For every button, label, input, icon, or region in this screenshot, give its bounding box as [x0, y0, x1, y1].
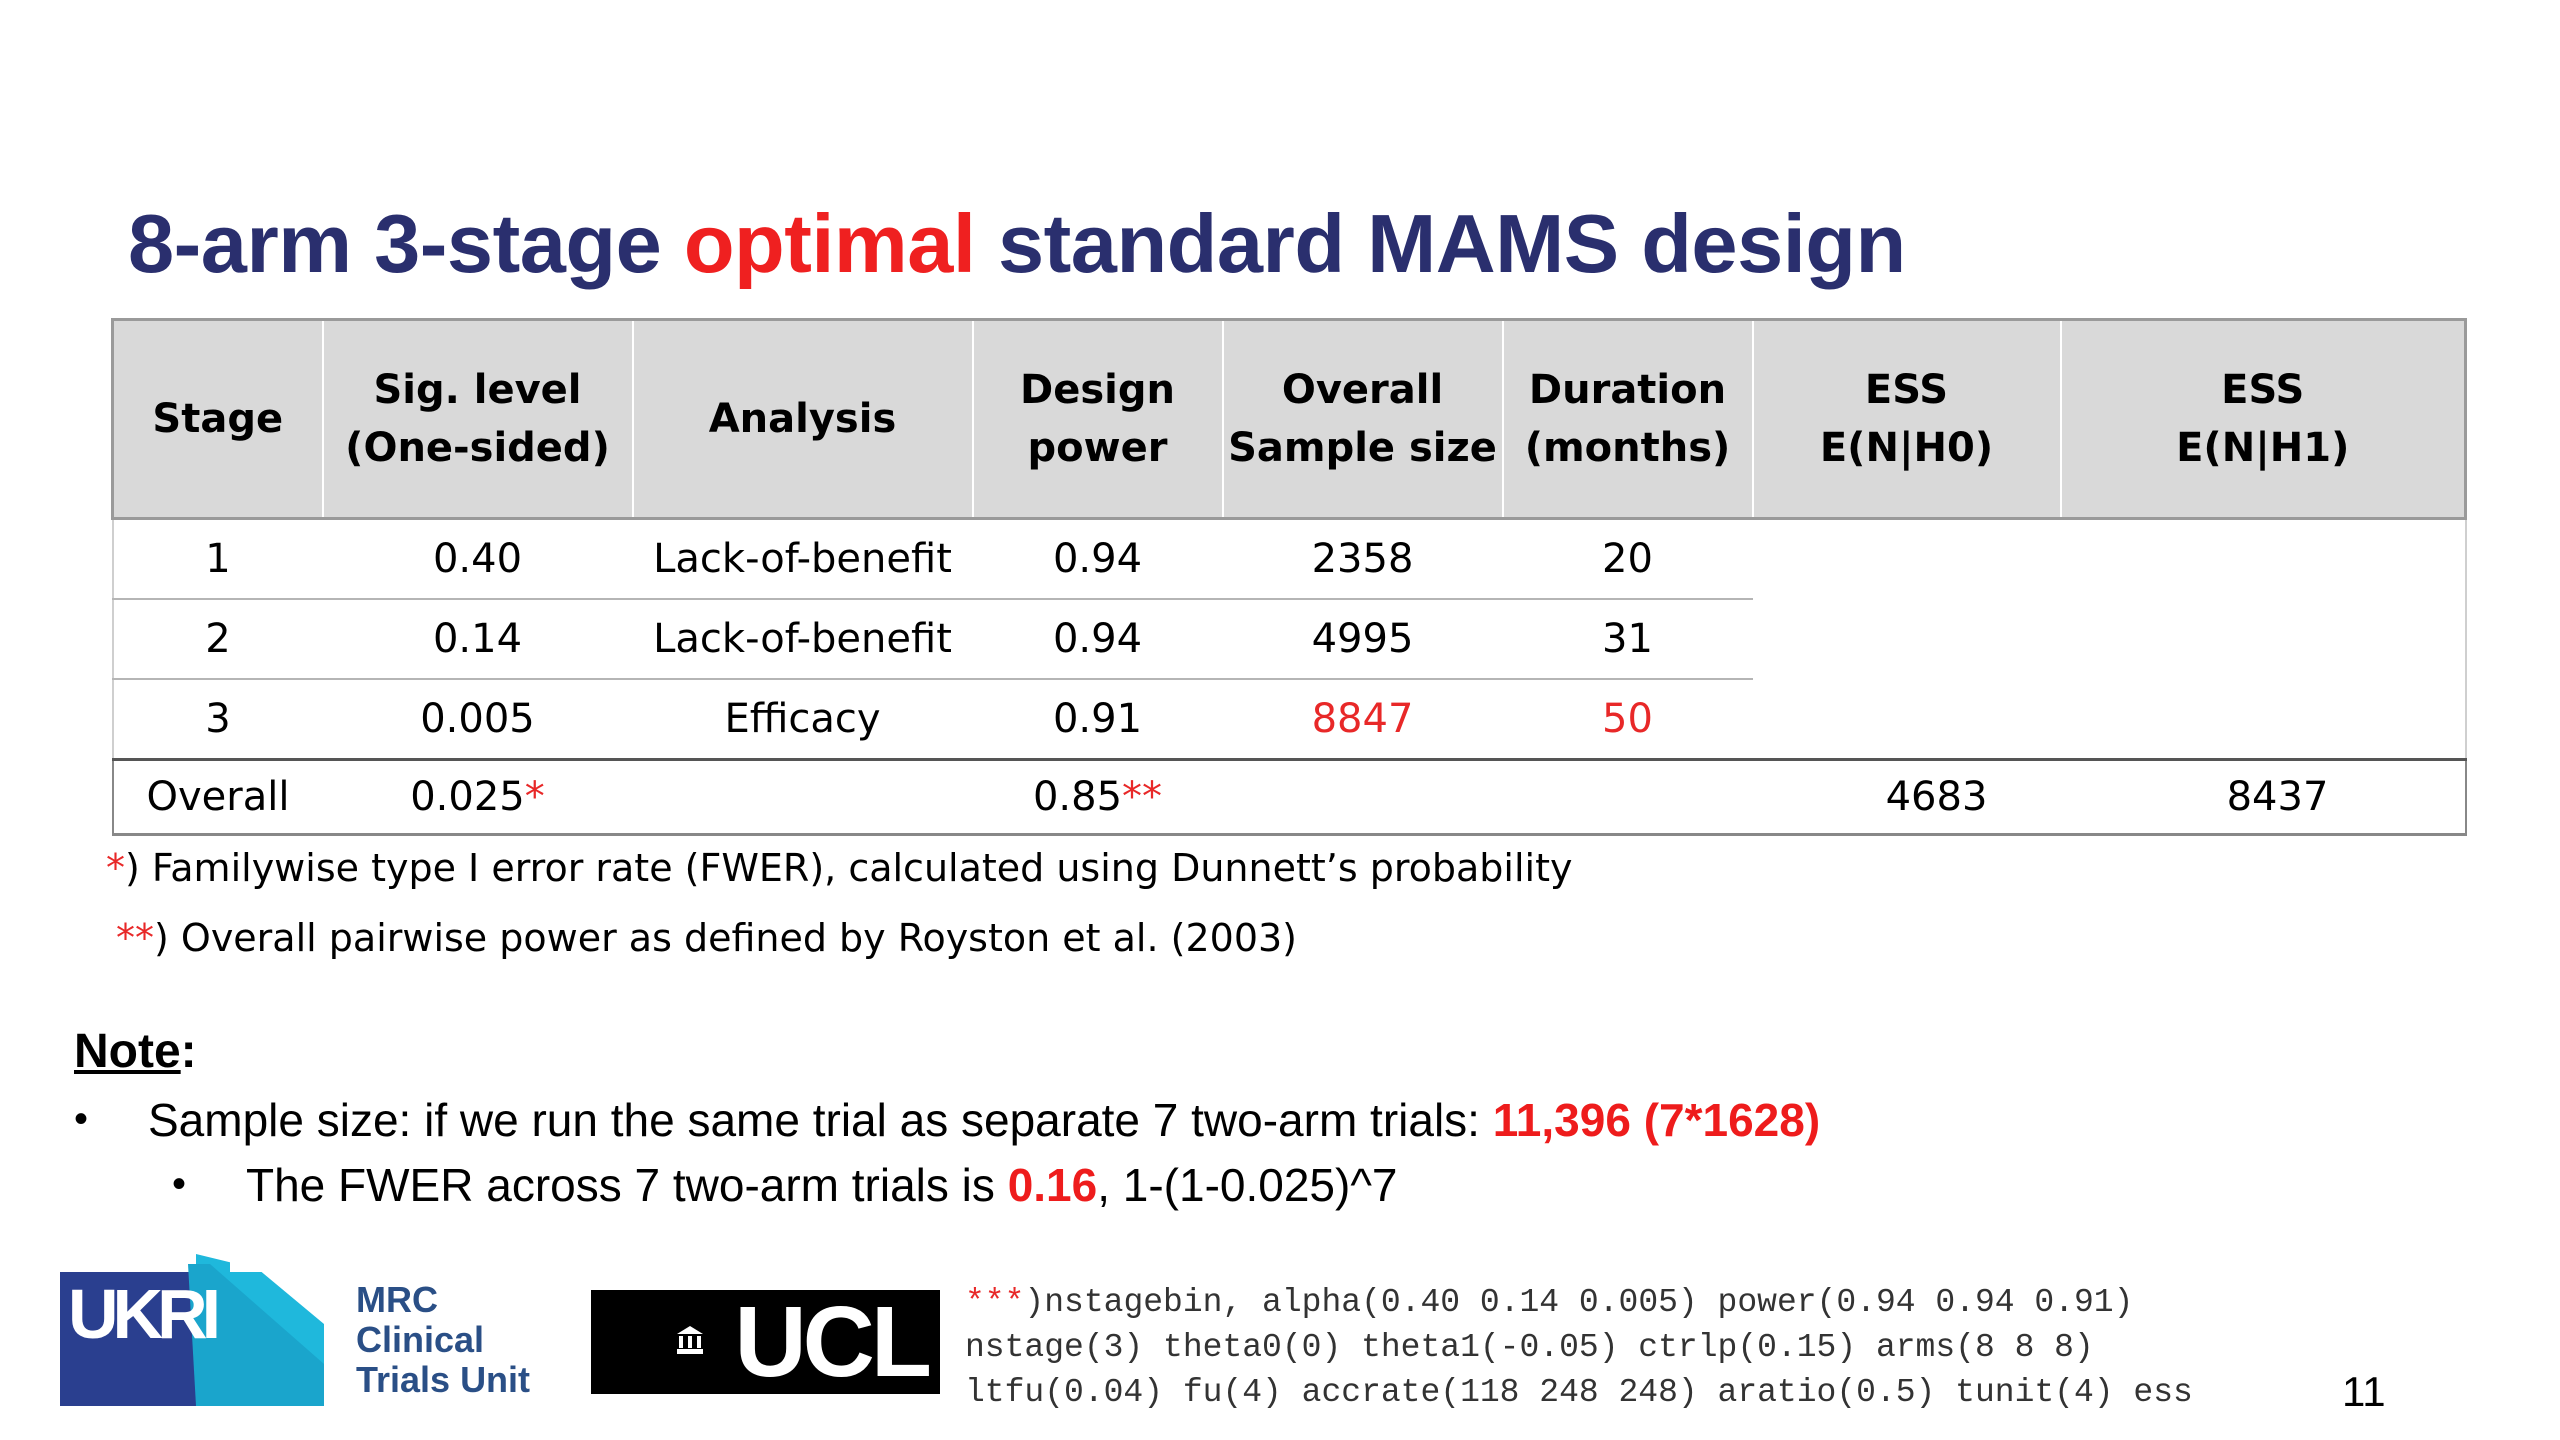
cell-stage: 1 — [111, 518, 323, 600]
note-heading: Note: — [74, 1025, 197, 1078]
ukri-logo: UKRI — [60, 1254, 324, 1406]
note-bullet-2: • The FWER across 7 two-arm trials is 0.… — [172, 1159, 1398, 1211]
cell-analysis: Lack-of-benefit — [632, 599, 973, 680]
header-sample-size: Overall Sample size — [1221, 318, 1503, 520]
slide-title: 8-arm 3-stage optimal standard MAMS desi… — [128, 196, 1906, 292]
cell-sig: 0.14 — [322, 599, 633, 680]
cell-overall-empty — [1502, 758, 1753, 836]
cell-overall-ess-h1: 8437 — [2060, 758, 2467, 836]
header-duration: Duration (months) — [1501, 318, 1753, 520]
cell-overall-power: 0.85** — [972, 758, 1223, 836]
table-row: 3 0.005 Efficacy 0.91 8847 50 — [111, 679, 2466, 760]
header-ess-h0: ESS E(N|H0) — [1751, 318, 2061, 520]
cell-overall-label: Overall — [111, 758, 323, 836]
cell-overall-ess-h0: 4683 — [1752, 758, 2061, 836]
ucl-portico-icon — [677, 1326, 703, 1354]
page-number: 11 — [2342, 1368, 2386, 1415]
table-row: 1 0.40 Lack-of-benefit 0.94 2358 20 — [111, 518, 2467, 760]
cell-sample: 8847 — [1311, 696, 1414, 742]
title-part2: standard MAMS design — [975, 197, 1906, 290]
header-stage: Stage — [111, 318, 323, 520]
stata-command: ***)nstagebin, alpha(0.40 0.14 0.005) po… — [965, 1284, 2193, 1411]
title-highlight: optimal — [683, 197, 976, 290]
table-row: 2 0.14 Lack-of-benefit 0.94 4995 31 — [111, 599, 2466, 680]
note-bullet-1: • Sample size: if we run the same trial … — [74, 1094, 1821, 1146]
cell-overall-empty — [632, 758, 973, 836]
cell-analysis: Efficacy — [724, 696, 881, 742]
cell-analysis: Lack-of-benefit — [632, 518, 973, 600]
svg-text:UKRI: UKRI — [68, 1275, 217, 1353]
cell-power: 0.94 — [972, 518, 1223, 600]
cell-sig: 0.40 — [322, 518, 633, 600]
title-part1: 8-arm 3-stage — [128, 197, 684, 290]
cell-sig: 0.005 — [420, 696, 535, 742]
cell-duration: 50 — [1602, 696, 1653, 742]
table-row-overall: Overall 0.025* 0.85** 4683 8437 — [111, 758, 2467, 836]
footnote-power: **) Overall pairwise power as defined by… — [116, 916, 1298, 960]
table-header-row: Stage Sig. level (One-sided) Analysis Des… — [111, 318, 2467, 520]
bullet-dot: • — [74, 1097, 89, 1141]
ucl-logo: UCL — [591, 1290, 940, 1394]
cell-sample: 4995 — [1222, 599, 1503, 680]
bullet-dot: • — [172, 1162, 187, 1206]
design-table: Stage Sig. level (One-sided) Analysis Des… — [111, 318, 2467, 836]
cell-stage: 2 — [111, 599, 323, 680]
cell-power: 0.94 — [972, 599, 1223, 680]
footnote-fwer: *) Familywise type I error rate (FWER), … — [106, 846, 1573, 890]
cell-overall-empty — [1222, 758, 1503, 836]
header-analysis: Analysis — [631, 318, 973, 520]
mrc-ctu-logo-text: MRC Clinical Trials Unit — [356, 1279, 531, 1400]
header-ess-h1: ESS E(N|H1) — [2059, 318, 2467, 520]
header-design-power: Design power — [971, 318, 1223, 520]
cell-duration: 20 — [1502, 518, 1753, 600]
header-sig-level: Sig. level (One-sided) — [321, 318, 633, 520]
cell-stage: 3 — [111, 679, 323, 760]
cell-power: 0.91 — [1052, 696, 1143, 742]
cell-overall-sig: 0.025* — [322, 758, 633, 836]
cell-duration: 31 — [1502, 599, 1753, 680]
cell-ess-empty — [1752, 518, 2467, 760]
cell-sample: 2358 — [1222, 518, 1503, 600]
